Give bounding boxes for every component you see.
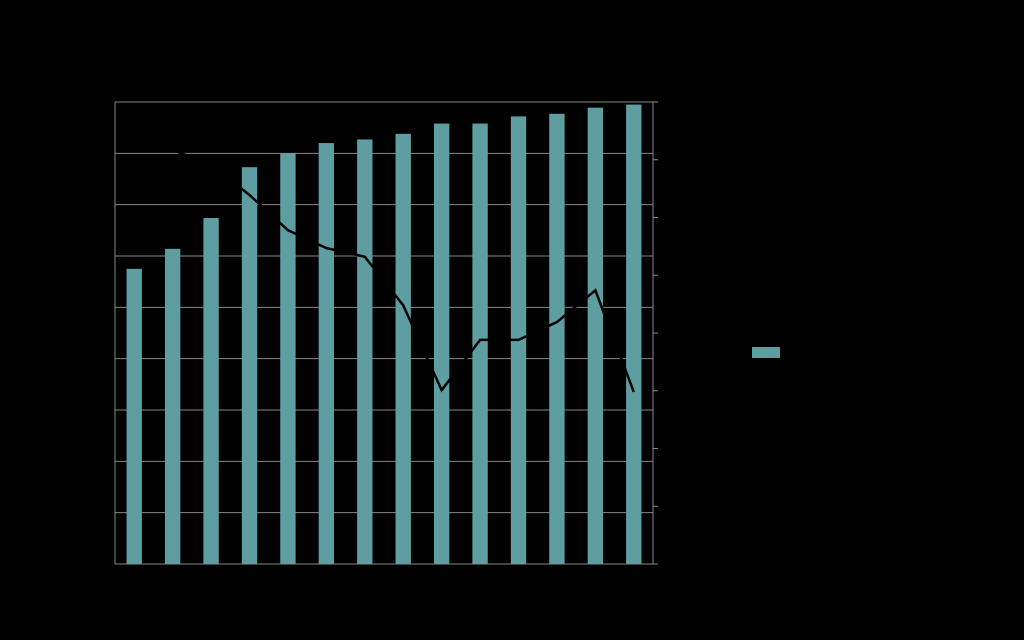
bar — [203, 218, 219, 564]
bar — [164, 248, 181, 564]
bar — [318, 143, 335, 565]
line — [134, 146, 635, 393]
bar — [280, 153, 296, 565]
legend-swatch — [752, 347, 780, 358]
bar — [549, 113, 565, 564]
bar — [126, 268, 142, 564]
bar — [626, 104, 642, 565]
bar — [472, 123, 488, 564]
bar — [357, 139, 373, 564]
bar — [433, 123, 450, 564]
bar — [395, 133, 411, 564]
bar — [241, 167, 258, 564]
bar — [587, 107, 604, 564]
